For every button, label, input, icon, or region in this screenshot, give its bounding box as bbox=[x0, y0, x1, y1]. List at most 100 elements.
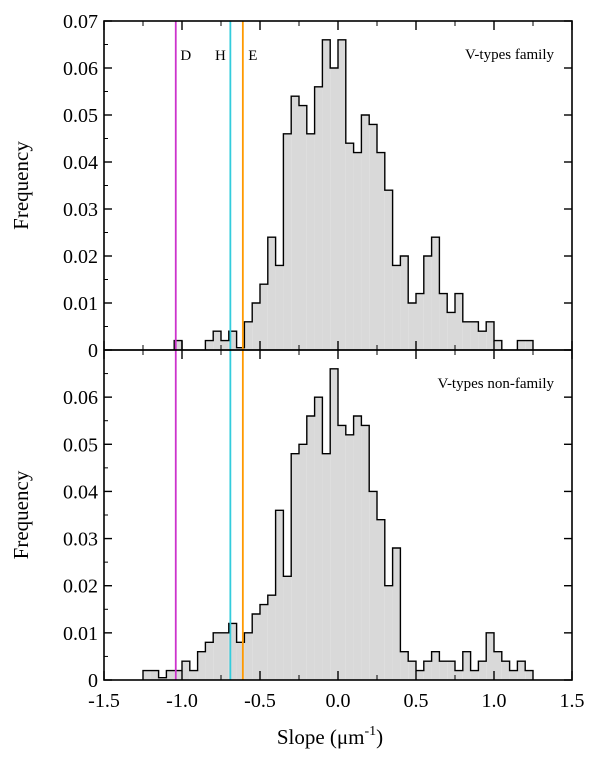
histogram-bar bbox=[314, 397, 323, 680]
histogram-bar bbox=[338, 425, 346, 680]
histogram-bar bbox=[260, 284, 268, 350]
histogram-bar bbox=[525, 670, 533, 680]
histogram-bar bbox=[478, 331, 487, 350]
histogram-bar bbox=[213, 331, 221, 350]
histogram-bar bbox=[345, 434, 354, 680]
histogram-bar bbox=[213, 632, 221, 680]
histogram-bar bbox=[299, 444, 307, 680]
x-tick-label: 1.5 bbox=[560, 690, 585, 712]
histogram-bar bbox=[267, 237, 276, 350]
histogram-bar bbox=[306, 133, 315, 350]
histogram-bar bbox=[205, 340, 214, 350]
histogram-bar bbox=[416, 670, 424, 680]
histogram-bar bbox=[447, 312, 455, 350]
bottom-panel: 0 0.01 0.02 0.03 0.04 0.05 0.06 bbox=[63, 368, 572, 692]
histogram-bar bbox=[345, 143, 354, 350]
histogram-bar bbox=[353, 416, 362, 680]
histogram-bar bbox=[470, 321, 479, 350]
histogram-bar bbox=[267, 595, 276, 680]
reference-line-label: D bbox=[180, 48, 191, 64]
histogram-bar bbox=[306, 416, 315, 680]
histogram-bar bbox=[291, 96, 299, 350]
histogram-bar bbox=[400, 651, 409, 680]
histogram-bar bbox=[252, 614, 260, 680]
histogram-bar bbox=[525, 340, 533, 350]
top-panel: 0 0.01 0.02 0.03 0.04 0.05 0.06 0.07 bbox=[63, 11, 572, 362]
histogram-bar bbox=[283, 133, 292, 350]
x-tick-label: -0.5 bbox=[244, 690, 276, 712]
histogram-bar bbox=[361, 115, 370, 350]
histogram-bar bbox=[353, 152, 362, 350]
histogram-bar bbox=[377, 152, 385, 350]
histogram-bar bbox=[338, 39, 346, 351]
x-tick-label: 0.5 bbox=[404, 690, 429, 712]
histogram-bar bbox=[244, 632, 253, 680]
histogram-bar bbox=[408, 661, 416, 680]
histogram-bar bbox=[392, 548, 401, 680]
histogram-bar bbox=[416, 293, 424, 350]
y-tick-label: 0.05 bbox=[63, 105, 98, 127]
histogram-bar bbox=[494, 340, 502, 350]
histogram-bar bbox=[439, 661, 448, 680]
histogram-bar bbox=[478, 661, 487, 680]
histogram-bar bbox=[189, 670, 198, 680]
y-tick-label: 0 bbox=[88, 670, 98, 692]
histogram-bar bbox=[439, 293, 448, 350]
histogram-bar bbox=[431, 651, 440, 680]
histogram-bar bbox=[174, 670, 182, 680]
y-axis-title-top: Frequency bbox=[9, 141, 33, 230]
panel-label-bottom: V-types non-family bbox=[437, 376, 554, 392]
y-tick-label: 0.02 bbox=[63, 576, 98, 598]
histogram-bar bbox=[423, 661, 432, 680]
histogram-bar bbox=[291, 453, 299, 680]
histogram-bar bbox=[322, 453, 331, 680]
histogram-bar bbox=[283, 576, 292, 680]
y-tick-label: 0 bbox=[88, 340, 98, 362]
y-tick-label: 0.05 bbox=[63, 434, 98, 456]
histogram-bar bbox=[299, 105, 307, 350]
y-tick-label: 0.07 bbox=[63, 11, 98, 33]
x-axis-title-main: Slope (μm bbox=[277, 725, 365, 749]
histogram-bar bbox=[330, 68, 338, 350]
histogram-bar bbox=[314, 86, 323, 351]
histogram-bar bbox=[260, 604, 268, 680]
histogram-bar bbox=[361, 425, 370, 680]
x-axis-title: Slope (μm-1) bbox=[277, 724, 383, 749]
histogram-bar bbox=[369, 491, 377, 680]
histogram-bar bbox=[197, 651, 206, 680]
histogram-bar bbox=[158, 677, 167, 680]
histogram-bar bbox=[369, 124, 377, 351]
histogram-bar bbox=[392, 265, 401, 350]
histogram-bar bbox=[455, 670, 463, 680]
histogram-bar bbox=[143, 670, 151, 680]
histogram-bar bbox=[166, 670, 175, 680]
histogram-bar bbox=[330, 368, 338, 680]
histogram-bar bbox=[517, 661, 526, 680]
histogram-bar bbox=[462, 651, 471, 680]
y-tick-label: 0.03 bbox=[63, 199, 98, 221]
axis-titles: Frequency Frequency V-types family V-typ… bbox=[9, 47, 554, 749]
y-tick-label: 0.02 bbox=[63, 246, 98, 268]
histogram-bar bbox=[408, 303, 416, 350]
histogram-bar bbox=[228, 623, 237, 680]
reference-line-label: E bbox=[248, 48, 257, 64]
histogram-bar bbox=[275, 265, 284, 350]
histogram-bar bbox=[236, 642, 245, 680]
histogram-bar bbox=[174, 340, 182, 350]
x-tick-label: 1.0 bbox=[482, 690, 507, 712]
histogram-bar bbox=[455, 293, 463, 350]
histogram-bar bbox=[470, 670, 479, 680]
histogram-bar bbox=[384, 585, 393, 680]
histogram-bar bbox=[431, 237, 440, 350]
y-tick-label: 0.06 bbox=[63, 58, 98, 80]
histogram-bar bbox=[150, 670, 159, 680]
histogram-bar bbox=[244, 321, 253, 350]
histogram-bar bbox=[384, 190, 393, 350]
histogram-bar bbox=[236, 347, 245, 350]
histogram-bar bbox=[221, 340, 229, 350]
x-axis-title-end: ) bbox=[376, 725, 383, 749]
histogram-bar bbox=[462, 321, 471, 350]
histogram-bar bbox=[377, 519, 385, 680]
y-tick-label: 0.03 bbox=[63, 529, 98, 551]
